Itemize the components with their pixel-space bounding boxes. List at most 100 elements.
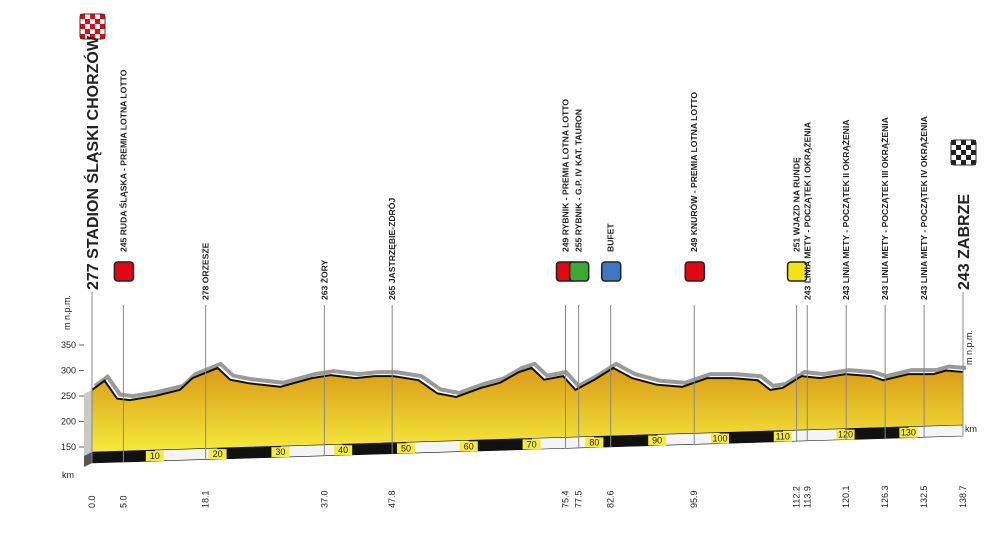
km-tick-label: 90: [652, 435, 662, 445]
km-tick-label: 50: [401, 443, 411, 453]
flag-cell: [956, 150, 961, 155]
waypoint-icon: [113, 261, 135, 282]
flag-cell: [971, 155, 976, 160]
flag-cell: [956, 155, 961, 160]
km-tick-label: 40: [338, 445, 348, 455]
km-tick-label: 60: [464, 441, 474, 451]
flag-cell: [966, 140, 971, 145]
flag-cell: [961, 145, 966, 150]
y-axis-label-right: m n.p.m.: [964, 330, 974, 365]
km-tick-mark: [836, 429, 855, 440]
flag-cell: [90, 34, 95, 39]
km-tick-mark: [773, 431, 792, 442]
flag-cell: [951, 140, 956, 145]
y-tick-label: 300: [61, 366, 76, 376]
waypoint-label: 265 JASTRZĘBIE-ZDRÓJ: [386, 198, 397, 300]
km-strip-side: [84, 452, 92, 467]
flag-cell: [80, 34, 85, 39]
flag-cell: [95, 14, 100, 19]
profile-line: [91, 366, 964, 402]
km-tick-label: 70: [527, 439, 537, 449]
km-tick-mark: [271, 447, 290, 458]
waypoint-icon: [600, 261, 622, 282]
flag-cell: [961, 155, 966, 160]
flag-border: [950, 139, 977, 166]
flag-cell: [95, 24, 100, 29]
waypoint-icon: [568, 261, 590, 282]
km-strip-segment: [719, 430, 784, 444]
waypoint-km: 5.0: [118, 495, 128, 508]
waypoint-label: 249 KNURÓW - PREMIA LOTNA LOTTO: [688, 92, 699, 252]
y-axis-label: m n.p.m.: [62, 295, 72, 330]
flag-border: [79, 13, 106, 40]
waypoint-label: 255 RYBNIK - G.P. IV KAT. TAURON: [574, 109, 584, 252]
waypoint-label: 243 LINIA METY - POCZĄTEK III OKRĄŻENIA: [880, 117, 890, 300]
flag-cell: [966, 145, 971, 150]
flag-cell: [90, 14, 95, 19]
flag-cell: [961, 160, 966, 165]
waypoint-label: 249 RYBNIK - PREMIA LOTNA LOTTO: [560, 99, 570, 252]
flag-cell: [85, 24, 90, 29]
flag-cell: [100, 19, 105, 24]
km-tick-mark: [899, 427, 918, 438]
flag-cell: [100, 34, 105, 39]
km-tick-label: 110: [776, 432, 790, 442]
flag-cell: [85, 29, 90, 34]
km-strip-segment: [468, 438, 532, 452]
flag-cell: [100, 24, 105, 29]
waypoint-km: 112.2: [792, 486, 802, 508]
flag-cell: [971, 145, 976, 150]
waypoint-label: 245 RUDA ŚLĄSKA - PREMIA LOTNA LOTTO: [117, 69, 128, 252]
y-tick-label: 150: [61, 442, 76, 452]
km-tick-mark: [145, 451, 164, 462]
waypoint-label: 243 LINIA METY - POCZĄTEK II OKRĄŻENIA: [841, 120, 851, 301]
km-strip-segment: [342, 441, 407, 456]
waypoint-label-major: 277 STADION ŚLĄSKI CHORZÓW: [83, 35, 102, 290]
km-tick-label: 30: [275, 447, 285, 457]
km-tick-mark: [396, 443, 415, 454]
flag-cell: [80, 29, 85, 34]
flag-cell: [966, 150, 971, 155]
waypoint-km: 138.7: [958, 485, 968, 508]
flag-cell: [956, 145, 961, 150]
flag-cell: [951, 160, 956, 165]
km-strip-segment: [217, 445, 281, 460]
flag-cell: [90, 24, 95, 29]
km-strip-segment: [594, 434, 658, 448]
km-tick-label: 20: [213, 449, 223, 459]
waypoint-km: 82.6: [606, 490, 616, 508]
km-tick-mark: [459, 441, 478, 452]
flag-cell: [80, 24, 85, 29]
left-face: [84, 389, 92, 456]
flag-cell: [961, 150, 966, 155]
flag-cell: [971, 150, 976, 155]
flag-cell: [100, 14, 105, 19]
flag-cell: [956, 160, 961, 165]
km-strip-segment: [531, 436, 595, 450]
flag-cell: [90, 29, 95, 34]
km-strip-segment: [154, 447, 218, 462]
profile-shadow: [93, 361, 967, 399]
km-strip-segment: [782, 428, 846, 442]
flag-cell: [961, 140, 966, 145]
flag-cell: [951, 150, 956, 155]
waypoint-icon: [79, 13, 106, 40]
waypoint-label: 251 WJAZD NA RUNDĘ: [792, 157, 802, 252]
waypoint-km: 75.4: [560, 490, 570, 508]
km-tick-label: 10: [150, 451, 160, 461]
flag-cell: [85, 14, 90, 19]
flag-cell: [971, 140, 976, 145]
waypoint-icon: [950, 139, 977, 166]
waypoint-label-major: 243 ZABRZE: [956, 194, 973, 290]
waypoint-label: 243 LINIA METY - POCZĄTEK I OKRĄŻENIA: [802, 122, 812, 300]
flag-cell: [966, 160, 971, 165]
flag-cell: [80, 19, 85, 24]
waypoint-km: 0.0: [87, 495, 97, 508]
waypoint-label: 243 LINIA METY - POCZĄTEK IV OKRĄŻENIA: [919, 116, 929, 300]
profile-area: [92, 367, 963, 452]
waypoint-km: 37.0: [319, 490, 329, 508]
km-strip-segment: [405, 440, 470, 454]
flag-cell: [951, 155, 956, 160]
flag-cell: [95, 34, 100, 39]
